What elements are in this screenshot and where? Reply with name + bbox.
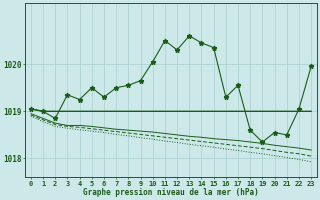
X-axis label: Graphe pression niveau de la mer (hPa): Graphe pression niveau de la mer (hPa): [83, 188, 259, 197]
